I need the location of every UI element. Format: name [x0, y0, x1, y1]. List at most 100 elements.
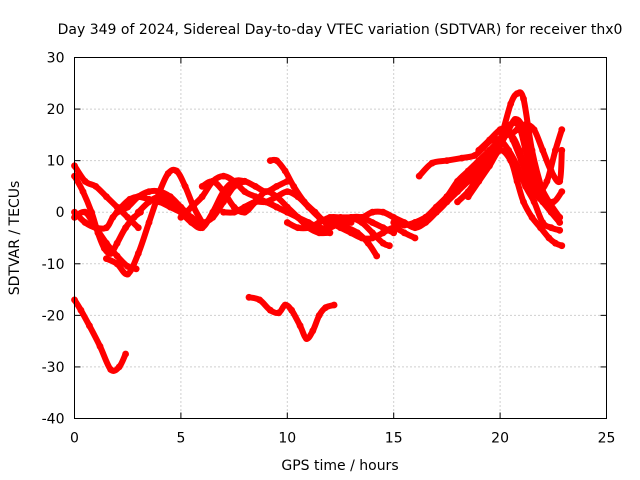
data-point — [81, 208, 89, 216]
data-point — [322, 304, 329, 311]
data-point — [556, 226, 564, 234]
data-point — [522, 121, 529, 128]
data-point — [326, 219, 334, 226]
data-point — [77, 306, 85, 314]
data-point — [358, 234, 366, 242]
data-point — [379, 229, 387, 237]
data-point — [518, 157, 525, 165]
data-point — [283, 188, 291, 196]
data-point — [294, 224, 302, 232]
data-point — [411, 219, 419, 226]
data-point — [241, 177, 249, 185]
data-point — [522, 146, 529, 154]
data-point — [81, 177, 89, 185]
data-point — [281, 301, 289, 309]
data-point — [411, 234, 419, 242]
x-tick-label: 5 — [176, 431, 185, 447]
y-tick-label: -30 — [42, 360, 65, 376]
data-point — [552, 146, 559, 154]
data-point — [198, 183, 206, 190]
data-point — [558, 126, 566, 134]
data-point — [305, 224, 312, 232]
x-tick-labels: 0 5 10 15 20 25 — [70, 431, 615, 447]
data-point — [103, 255, 110, 262]
data-point — [311, 208, 319, 216]
data-point — [530, 198, 538, 206]
data-point — [369, 219, 376, 226]
data-point — [79, 188, 87, 196]
data-point — [390, 214, 398, 221]
data-point — [109, 214, 117, 221]
data-point — [513, 126, 521, 134]
data-point — [303, 335, 310, 342]
data-point — [486, 162, 493, 170]
y-tick-label: 20 — [47, 102, 65, 118]
data-point — [528, 146, 536, 154]
x-tick-label: 15 — [385, 431, 403, 447]
data-point — [145, 219, 153, 226]
data-point — [549, 198, 557, 206]
data-point — [556, 219, 564, 226]
data-point — [535, 188, 542, 196]
y-tick-label: -20 — [42, 308, 65, 324]
data-point — [173, 167, 181, 175]
data-point — [475, 177, 483, 185]
data-point — [358, 219, 366, 226]
data-point — [496, 136, 504, 144]
data-point — [432, 203, 440, 211]
data-point — [145, 188, 153, 196]
data-point — [283, 219, 291, 226]
data-point — [496, 146, 504, 154]
data-point — [92, 224, 100, 232]
data-point — [122, 224, 129, 232]
data-point — [266, 306, 274, 314]
data-point — [281, 167, 289, 175]
data-point — [86, 322, 93, 330]
data-point — [526, 177, 534, 185]
data-point — [145, 198, 153, 206]
data-point — [337, 214, 344, 221]
y-tick-label: 10 — [47, 154, 65, 170]
data-point — [266, 157, 274, 165]
data-point — [188, 219, 195, 226]
data-point — [475, 146, 483, 154]
data-point — [124, 203, 132, 211]
data-point — [507, 100, 515, 108]
data-point — [347, 229, 355, 237]
data-point — [543, 177, 551, 185]
data-point — [464, 193, 472, 201]
data-point — [539, 146, 547, 154]
y-tick-label: 0 — [56, 205, 65, 221]
series-track-15 — [326, 219, 419, 242]
data-point — [230, 177, 238, 185]
data-point — [262, 198, 270, 206]
data-point — [107, 366, 115, 373]
data-point — [379, 239, 387, 247]
data-point — [458, 154, 466, 162]
data-point — [241, 188, 249, 196]
data-point — [443, 157, 451, 165]
data-point — [81, 219, 89, 226]
data-point — [273, 193, 281, 201]
data-point — [558, 188, 566, 196]
data-point — [520, 198, 527, 206]
data-point — [390, 219, 398, 226]
data-point — [386, 242, 393, 250]
data-point — [113, 260, 121, 268]
data-point — [522, 183, 529, 190]
data-point — [379, 208, 387, 216]
data-point — [520, 95, 527, 103]
x-tick-label: 25 — [598, 431, 616, 447]
data-point — [103, 224, 110, 232]
data-point — [245, 293, 253, 301]
data-point — [122, 350, 129, 358]
series-track-23 — [464, 146, 566, 250]
data-point — [209, 177, 217, 185]
data-point — [273, 183, 281, 190]
series-track-14 — [283, 208, 440, 232]
data-point — [130, 214, 138, 221]
data-point — [428, 159, 436, 167]
data-point — [230, 208, 238, 216]
x-tick-label: 10 — [278, 431, 296, 447]
data-point — [256, 296, 263, 304]
